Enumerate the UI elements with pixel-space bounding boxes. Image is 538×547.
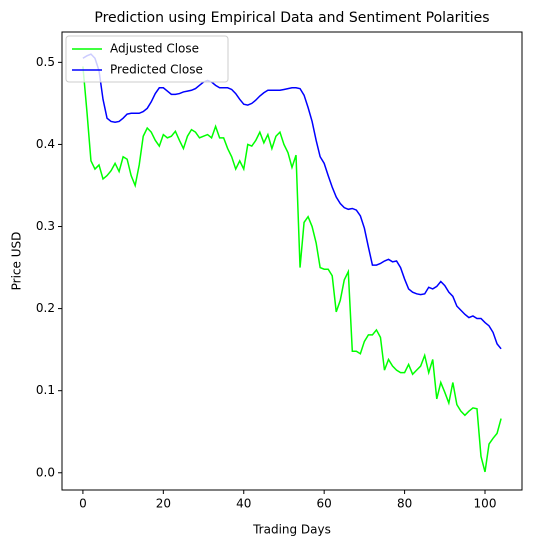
series-line — [82, 66, 502, 473]
x-tick-label: 0 — [79, 497, 87, 511]
x-tick-label: 60 — [317, 497, 332, 511]
y-axis-label: Price USD — [10, 232, 24, 291]
legend-box — [65, 35, 229, 83]
y-tick-label: 0.3 — [36, 219, 55, 233]
plot-frame — [61, 31, 523, 491]
x-axis-label: Trading Days — [252, 523, 331, 537]
x-tick-label: 100 — [474, 497, 497, 511]
legend-label: Adjusted Close — [110, 42, 199, 56]
series-line — [82, 53, 502, 350]
x-tick-label: 40 — [236, 497, 251, 511]
y-tick-label: 0.2 — [36, 301, 55, 315]
y-tick-label: 0.4 — [36, 137, 55, 151]
legend-label: Predicted Close — [110, 63, 203, 77]
x-tick-label: 80 — [397, 497, 412, 511]
y-tick-label: 0.0 — [36, 465, 55, 479]
y-tick-label: 0.5 — [36, 55, 55, 69]
y-tick-label: 0.1 — [36, 383, 55, 397]
chart-title: Prediction using Empirical Data and Sent… — [94, 10, 489, 26]
x-tick-label: 20 — [156, 497, 171, 511]
